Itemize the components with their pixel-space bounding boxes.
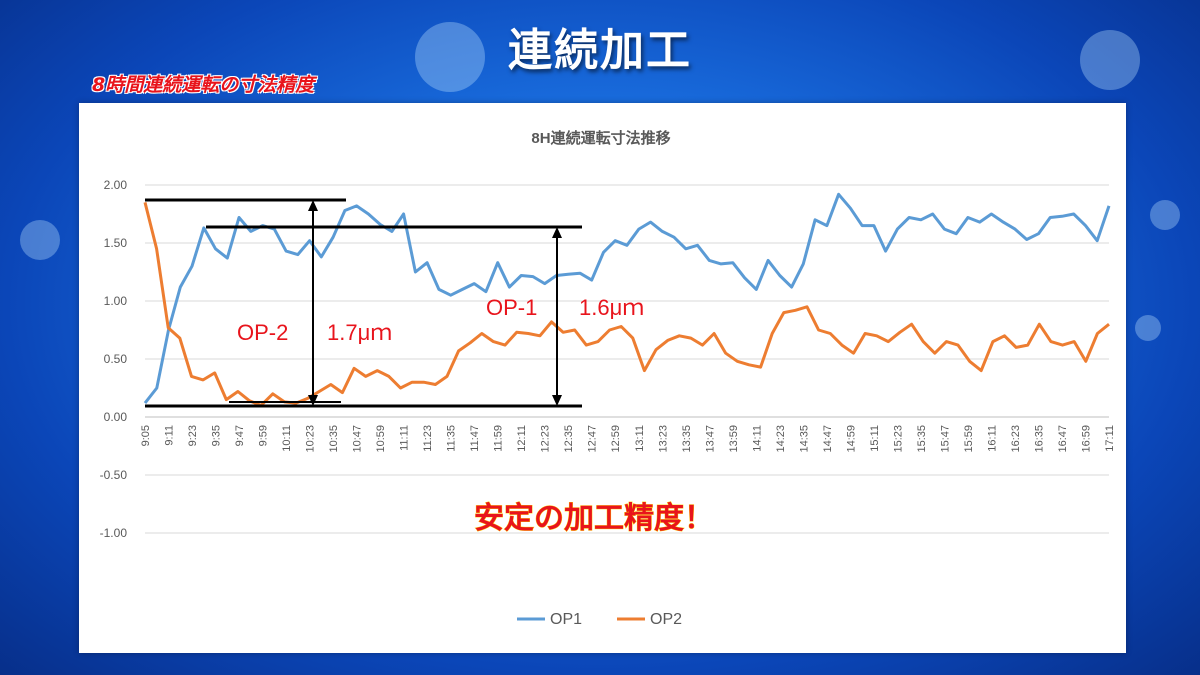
series-lines [143,192,1111,407]
op1-arrowhead-up [552,227,562,238]
x-tick-label: 15:23 [892,425,904,453]
x-tick-label: 14:23 [775,425,787,453]
x-tick-label: 9:23 [187,425,199,446]
x-tick-label: 9:59 [258,425,270,446]
x-tick-label: 14:47 [822,425,834,453]
legend-label-op2: OP2 [650,611,682,628]
x-tick-label: 11:35 [446,425,458,452]
legend: OP1 OP2 [517,611,682,628]
x-tick-label: 15:59 [963,425,975,453]
background-bokeh [20,220,60,260]
x-tick-label: 14:35 [798,425,810,453]
slide-subtitle: 8時間連続運転の寸法精度 [92,74,315,96]
x-tick-label: 13:23 [657,425,669,453]
x-tick-label: 10:35 [328,425,340,453]
op1-range-label: OP-1 [486,295,537,320]
series-line-op2 [143,202,1110,407]
op2-range-label: OP-2 [237,320,288,345]
x-tick-label: 11:11 [399,425,411,451]
x-tick-label: 10:59 [375,425,387,453]
line-chart: 8H連続運転寸法推移 2.00 1.50 1.00 0.50 0.00 -0.50 -1.0… [100,129,1116,628]
op1-arrowhead-down [552,395,562,406]
x-tick-label: 10:11 [281,425,293,452]
op2-range-value: 1.7μｍ [327,320,392,345]
x-tick-label: 12:59 [610,425,622,453]
x-tick-label: 16:11 [986,425,998,452]
x-tick-label: 15:35 [916,425,928,453]
y-tick-label: 0.50 [104,352,128,366]
x-tick-label: 11:47 [469,425,481,452]
background-bokeh [415,22,485,92]
x-tick-label: 13:35 [681,425,693,453]
x-tick-label: 11:23 [422,425,434,452]
x-tick-label: 14:59 [845,425,857,453]
x-tick-label: 17:11 [1104,425,1116,452]
x-tick-label: 11:59 [493,425,505,452]
chart-panel: 8H連続運転寸法推移 2.00 1.50 1.00 0.50 0.00 -0.50 -1.0… [79,103,1126,653]
series-line-op1 [143,192,1111,405]
op2-arrowhead-up [308,200,318,211]
x-tick-label: 10:47 [352,425,364,453]
x-tick-label: 15:47 [939,425,951,453]
x-tick-label: 16:47 [1057,425,1069,453]
y-tick-label: 1.00 [104,294,128,308]
x-tick-label: 16:59 [1080,425,1092,453]
y-tick-label: 0.00 [104,410,128,424]
y-tick-label: -1.00 [100,526,128,540]
y-axis-ticks: 2.00 1.50 1.00 0.50 0.00 -0.50 -1.00 [100,178,128,540]
background-bokeh [1150,200,1180,230]
chart-title: 8H連続運転寸法推移 [531,129,670,147]
x-tick-label: 12:35 [563,425,575,453]
x-tick-label: 12:11 [516,425,528,452]
y-tick-label: -0.50 [100,468,128,482]
x-tick-label: 9:47 [234,425,246,446]
x-tick-label: 12:47 [587,425,599,453]
slide-title: 連続加工 [508,25,692,76]
y-tick-label: 1.50 [104,236,128,250]
x-tick-label: 16:35 [1033,425,1045,453]
x-tick-label: 15:11 [869,425,881,452]
x-tick-label: 13:11 [634,425,646,452]
op1-range-value: 1.6μｍ [579,295,644,320]
legend-label-op1: OP1 [550,611,582,628]
background-bokeh [1135,315,1161,341]
x-axis-ticks: 9:05 9:11 9:23 9:35 9:47 9:59 10:11 10:23 10:35 1… [140,425,1116,453]
op2-arrowhead-down [308,395,318,406]
callout-text: 安定の加工精度！ [474,501,714,535]
background-bokeh [1080,30,1140,90]
x-tick-label: 14:11 [751,425,763,452]
x-tick-label: 13:47 [704,425,716,453]
x-tick-label: 9:11 [164,425,176,446]
grid-lines [145,184,1109,534]
y-tick-label: 2.00 [104,178,128,192]
x-tick-label: 10:23 [305,425,317,453]
x-tick-label: 16:23 [1010,425,1022,453]
x-tick-label: 9:35 [211,425,223,446]
x-tick-label: 12:23 [540,425,552,453]
x-tick-label: 13:59 [728,425,740,453]
x-tick-label: 9:05 [140,425,152,446]
